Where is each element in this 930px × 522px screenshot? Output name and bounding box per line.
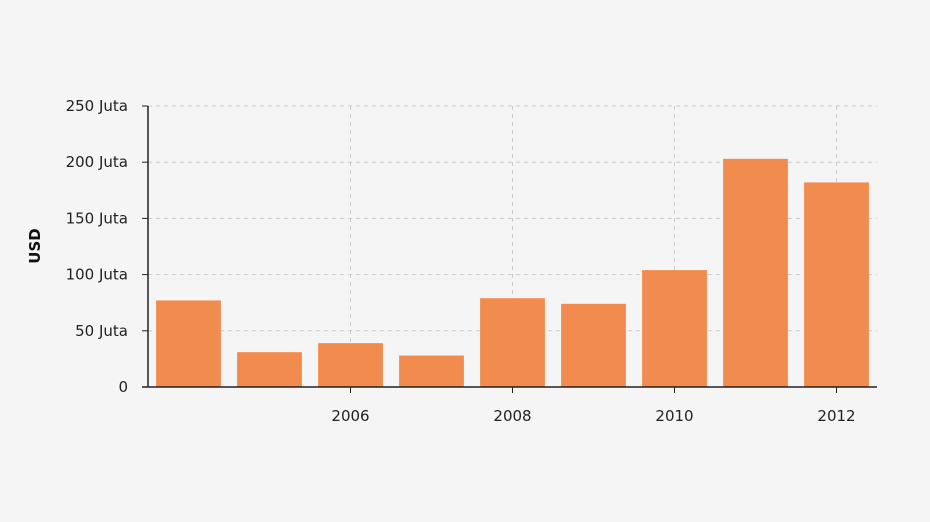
y-tick-label: 200 Juta [66, 153, 128, 171]
bar-2009 [561, 303, 626, 387]
axes [142, 106, 877, 388]
x-tick-label: 2006 [331, 407, 369, 425]
bar-2005 [237, 352, 302, 387]
y-tick-label: 100 Juta [66, 266, 128, 284]
bar-2012 [804, 182, 869, 387]
y-axis-ticks: 0 50 Juta 100 Juta 150 Juta 200 Juta 250 Juta [66, 97, 148, 396]
bars [156, 158, 869, 387]
bar-2008 [480, 298, 545, 387]
bar-2007 [399, 355, 464, 387]
y-tick-label: 0 [118, 378, 128, 396]
x-tick-label: 2012 [817, 407, 855, 425]
bar-2004 [156, 300, 221, 387]
y-axis-title: USD [26, 228, 44, 263]
x-tick-label: 2008 [493, 407, 531, 425]
y-tick-label: 50 Juta [75, 322, 128, 340]
y-tick-label: 250 Juta [66, 97, 128, 115]
x-tick-label: 2010 [655, 407, 693, 425]
bar-2011 [723, 158, 788, 387]
y-tick-label: 150 Juta [66, 209, 128, 227]
bar-2010 [642, 270, 707, 387]
bar-2006 [318, 343, 383, 387]
x-axis-ticks: 2006 2008 2010 2012 [331, 387, 856, 425]
